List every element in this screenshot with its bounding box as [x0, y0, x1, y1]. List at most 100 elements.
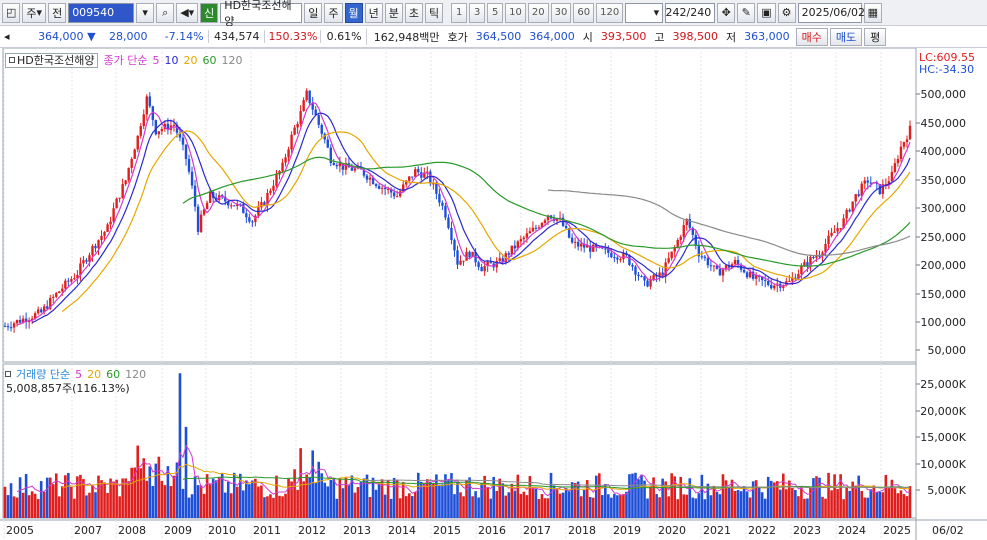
period-tick[interactable]: 틱	[425, 2, 444, 23]
price-axis-label: 250,000	[921, 231, 967, 244]
audio-icon[interactable]: ◀▾	[176, 2, 199, 23]
low-label: 저	[726, 30, 737, 44]
volume-bar	[601, 495, 604, 518]
volume-bar	[160, 480, 164, 518]
volume-bar	[329, 479, 333, 518]
price-volume-chart[interactable]: 500,000 450,000 400,000 350,000 300,000 250,0…	[0, 47, 987, 540]
volume-bar	[229, 493, 233, 518]
quote-bar: ◂ 364,000 ▼ 28,000 -7.14% 434,574 150.33…	[0, 26, 987, 48]
volume-bar	[350, 475, 354, 518]
price-legend-box[interactable]: HD한국조선해양	[5, 52, 99, 68]
candle-body	[697, 245, 701, 257]
interval-20[interactable]: 20	[527, 2, 549, 23]
sell-button[interactable]: 매도	[829, 27, 863, 46]
candle-body	[76, 274, 79, 279]
volume-bar	[730, 479, 734, 518]
eval-button[interactable]: 평	[864, 27, 887, 46]
x-axis-label: 2008	[118, 524, 146, 537]
candle-body	[748, 271, 752, 278]
candle-body	[733, 259, 737, 265]
period-week[interactable]: 주	[324, 2, 343, 23]
date-input[interactable]: 2025/06/02	[797, 2, 865, 23]
interval-3[interactable]: 3	[469, 2, 486, 23]
candle-body	[389, 188, 393, 193]
volume-bar	[549, 472, 553, 518]
interval-custom-input[interactable]: ▾	[625, 2, 664, 23]
volume-bar	[269, 494, 272, 518]
candle-body	[736, 259, 740, 265]
x-axis-label: 2011	[253, 524, 281, 537]
interval-30[interactable]: 30	[550, 2, 572, 23]
volume-bar	[166, 466, 170, 518]
volume-bar	[432, 483, 435, 518]
buy-button[interactable]: 매수	[795, 27, 828, 46]
draw-tool-icon[interactable]: ✎	[737, 2, 756, 23]
volume-bar	[462, 496, 465, 518]
volume-bar	[613, 493, 616, 518]
volume-bar	[878, 491, 882, 518]
period-month[interactable]: 월	[344, 2, 363, 23]
stock-code-input[interactable]: 009540	[68, 2, 135, 23]
interval-120[interactable]: 120	[596, 2, 624, 23]
ask-price: 364,500	[475, 30, 522, 43]
prev-button[interactable]: 전	[48, 2, 67, 23]
candle-body	[703, 256, 707, 258]
volume-bar	[712, 485, 716, 518]
interval-60[interactable]: 60	[573, 2, 595, 23]
new-badge[interactable]: 신	[200, 2, 219, 23]
volume-ratio: 150.33%	[263, 30, 320, 43]
candle-body	[773, 285, 776, 289]
volume-bar	[456, 481, 459, 518]
volume-bar	[498, 478, 502, 518]
candle-body	[767, 281, 770, 285]
volume-bar	[441, 484, 444, 518]
calendar-icon[interactable]: ▦	[863, 2, 883, 23]
period-minute[interactable]: 분	[384, 2, 403, 23]
volume-bar	[407, 493, 411, 518]
volume-bar	[344, 477, 348, 518]
volume-bar	[854, 485, 857, 518]
candle-body	[486, 261, 489, 267]
period-second[interactable]: 초	[404, 2, 424, 23]
volume-bar	[709, 495, 713, 518]
volume-bar	[193, 476, 197, 518]
search-icon[interactable]: ⌕	[156, 2, 175, 23]
volume-bar	[794, 489, 797, 518]
interval-5[interactable]: 5	[487, 2, 504, 23]
count-field[interactable]: 242/240	[665, 2, 716, 23]
candle-body	[332, 163, 336, 165]
ma20-label: 20	[183, 53, 198, 67]
x-axis-label: 2017	[523, 524, 551, 537]
candle-body	[833, 231, 836, 233]
collapse-icon[interactable]: ◂	[4, 30, 10, 43]
save-icon[interactable]: ▣	[757, 2, 776, 23]
chart-area[interactable]: 500,000 450,000 400,000 350,000 300,000 250,0…	[0, 47, 987, 540]
type-select[interactable]: 주 ▾	[22, 2, 47, 23]
interval-10[interactable]: 10	[505, 2, 526, 23]
volume-bar	[142, 458, 146, 518]
crosshair-icon[interactable]: ✥	[717, 2, 736, 23]
volume-bar	[468, 477, 471, 518]
volume-bar	[772, 482, 776, 518]
volume-bar	[715, 492, 719, 518]
ma120-line	[547, 189, 911, 257]
dropdown-icon[interactable]: ▾	[136, 2, 155, 23]
candle-body	[395, 196, 399, 198]
gear-icon[interactable]: ⚙	[777, 2, 796, 23]
candle-body	[242, 204, 245, 214]
candle-body	[335, 164, 339, 167]
volume-bar	[36, 499, 40, 518]
volume-bar	[881, 492, 885, 518]
period-year[interactable]: 년	[364, 2, 383, 23]
window-icon[interactable]: ◰	[2, 2, 21, 23]
volume-bar	[833, 474, 836, 518]
candle-body	[718, 268, 722, 276]
interval-1[interactable]: 1	[451, 2, 468, 23]
period-day[interactable]: 일	[304, 2, 323, 23]
volume-bar	[890, 479, 894, 518]
ma5-label: 5	[152, 53, 160, 67]
candle-body	[350, 167, 354, 171]
volume-bar	[797, 496, 800, 518]
volume-bar	[353, 492, 357, 518]
volume-bar	[561, 492, 565, 518]
